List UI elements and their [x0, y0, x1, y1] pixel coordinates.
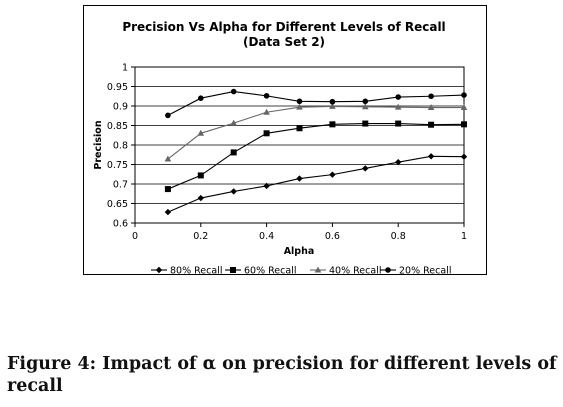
- y-axis-label: Precision: [93, 120, 104, 169]
- data-point: [296, 103, 303, 110]
- y-tick-label: 0.65: [107, 199, 128, 210]
- legend-label: 20% Recall: [399, 266, 451, 277]
- data-point: [428, 121, 435, 128]
- x-tick-label: 0.8: [391, 231, 406, 242]
- data-point: [329, 98, 336, 105]
- data-point: [329, 121, 336, 128]
- series-line: [167, 155, 465, 213]
- data-point: [296, 175, 303, 182]
- data-point: [362, 165, 369, 172]
- data-point: [395, 94, 402, 100]
- y-tick-label: 0.9: [113, 102, 128, 113]
- data-point: [460, 153, 468, 160]
- legend: 80% Recall 60% Recall 40% Recall 20% Recall: [151, 266, 451, 277]
- legend-label: 40% Recall: [329, 266, 381, 277]
- data-point: [461, 121, 467, 128]
- data-point: [395, 120, 402, 127]
- data-point: [230, 88, 237, 95]
- data-point: [394, 103, 402, 110]
- legend-marker: [230, 267, 236, 273]
- x-tick-label: 0.6: [325, 231, 340, 242]
- legend-item: 40% Recall: [310, 266, 381, 277]
- x-axis: 0 0.2 0.4 0.6 0.8 1: [132, 223, 467, 242]
- data-point: [197, 194, 204, 202]
- chart-subtitle: (Data Set 2): [243, 35, 325, 49]
- legend-label: 80% Recall: [170, 266, 222, 277]
- data-point: [296, 125, 303, 132]
- data-point: [198, 95, 204, 101]
- data-point: [197, 172, 204, 179]
- series-line: [167, 105, 464, 160]
- legend-marker: [314, 266, 322, 273]
- legend-label: 60% Recall: [244, 266, 296, 277]
- x-tick-label: 1: [461, 231, 467, 242]
- y-tick-label: 0.7: [113, 180, 128, 191]
- series-square: [164, 120, 467, 193]
- data-point: [329, 102, 336, 109]
- data-point: [428, 93, 434, 100]
- y-tick-label: 0.8: [113, 141, 128, 152]
- legend-marker: [155, 266, 163, 274]
- data-point: [164, 186, 171, 193]
- data-point: [427, 153, 435, 160]
- data-point: [165, 112, 171, 119]
- data-point: [263, 108, 270, 115]
- data-point: [362, 103, 369, 110]
- data-point: [296, 98, 303, 105]
- data-point: [263, 130, 270, 137]
- y-tick-label: 0.75: [107, 160, 128, 171]
- y-tick-label: 1: [122, 63, 128, 74]
- series-triangle: [164, 102, 468, 162]
- legend-item: 20% Recall: [380, 266, 451, 277]
- data-point: [164, 155, 172, 162]
- data-point: [197, 129, 205, 136]
- legend-marker: [385, 267, 391, 273]
- y-tick-label: 0.6: [113, 219, 128, 230]
- figure-caption: Figure 4: Impact of α on precision for d…: [7, 354, 557, 396]
- y-axis: 0.6 0.65 0.7 0.75 0.8 0.85 0.9 0.95 1: [107, 63, 135, 230]
- y-tick-label: 0.95: [107, 82, 128, 93]
- data-point: [230, 149, 237, 156]
- data-point: [230, 119, 237, 126]
- x-tick-label: 0.4: [259, 231, 274, 242]
- data-point: [362, 98, 369, 105]
- data-point: [329, 171, 336, 178]
- series-line: [167, 91, 465, 116]
- data-point: [362, 120, 369, 127]
- x-tick-label: 0.2: [193, 231, 208, 242]
- series-layer: [164, 88, 468, 216]
- data-point: [461, 92, 467, 98]
- data-point: [164, 208, 172, 216]
- series-diamond: [164, 153, 468, 216]
- y-tick-label: 0.85: [107, 121, 128, 132]
- legend-item: 80% Recall: [151, 266, 222, 277]
- data-point: [263, 182, 270, 190]
- legend-item: 60% Recall: [225, 266, 296, 277]
- data-point: [395, 158, 402, 166]
- data-point: [460, 104, 468, 111]
- chart-title: Precision Vs Alpha for Different Levels …: [122, 20, 445, 34]
- data-point: [427, 104, 435, 111]
- x-tick-label: 0: [132, 231, 138, 242]
- series-line: [167, 123, 465, 190]
- figure-frame: [83, 5, 487, 275]
- x-axis-label: Alpha: [284, 246, 315, 257]
- data-point: [230, 188, 237, 195]
- series-circle: [165, 88, 467, 119]
- data-point: [263, 93, 270, 99]
